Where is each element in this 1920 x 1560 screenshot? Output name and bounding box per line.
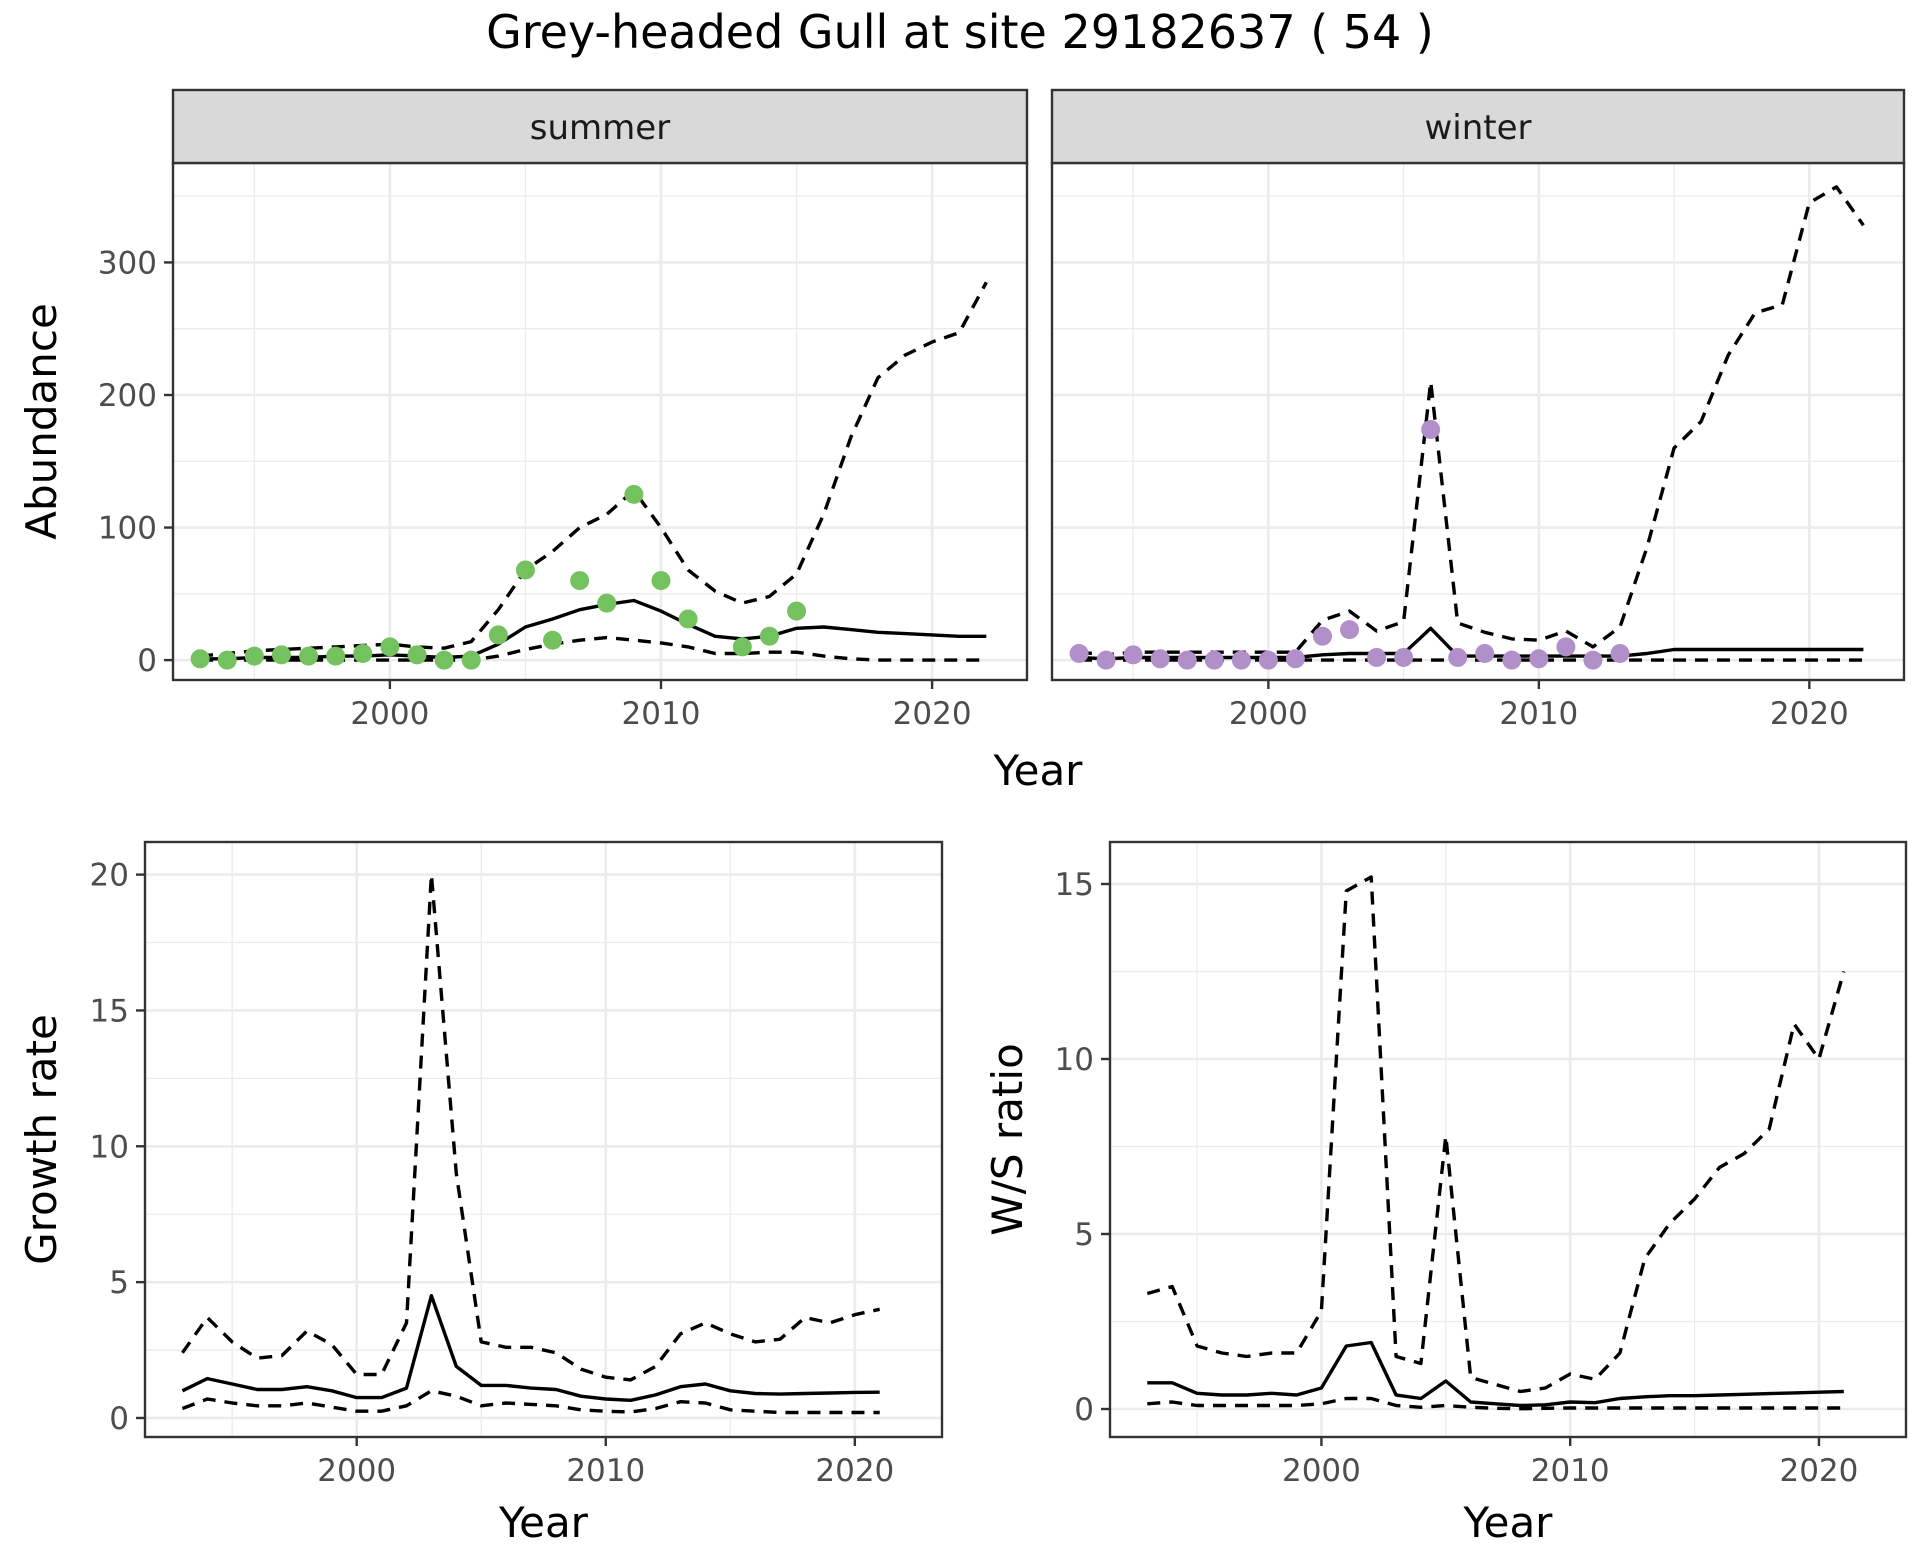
ws-ratio-x-axis-title: Year — [1463, 1498, 1554, 1547]
winter-observed-point — [1529, 649, 1549, 669]
winter-observed-point — [1475, 643, 1495, 663]
summer-observed-point — [570, 571, 590, 591]
winter-observed-point — [1502, 650, 1522, 670]
strip-summer — [171, 88, 1029, 165]
x-tick-label: 2000 — [350, 696, 429, 732]
y-tick-label: 20 — [90, 858, 129, 894]
summer-observed-point — [597, 593, 617, 613]
winter-observed-point — [1285, 649, 1305, 669]
winter-panel-bg — [1052, 163, 1904, 680]
winter-observed-point — [1448, 647, 1468, 667]
summer-observed-point — [271, 645, 291, 665]
x-tick-label: 2020 — [893, 696, 972, 732]
x-tick-label: 2020 — [1770, 696, 1849, 732]
x-tick-label: 2010 — [1531, 1453, 1610, 1489]
x-tick-label: 2010 — [1499, 696, 1578, 732]
winter-observed-point — [1583, 650, 1603, 670]
y-tick-label: 5 — [1074, 1217, 1094, 1253]
y-tick-label: 0 — [109, 1401, 129, 1437]
abundance-y-axis-title: Abundance — [17, 303, 66, 540]
y-tick-label: 100 — [98, 511, 157, 547]
winter-observed-point — [1394, 647, 1414, 667]
winter-observed-point — [1258, 650, 1278, 670]
strip-label-winter: winter — [1424, 108, 1531, 148]
summer-upper-ci-line — [199, 281, 988, 658]
y-tick-label: 15 — [90, 993, 129, 1029]
y-tick-label: 0 — [137, 643, 157, 679]
summer-observed-point — [217, 650, 237, 670]
summer-observed-point — [787, 601, 807, 621]
summer-observed-point — [624, 484, 644, 504]
y-tick-label: 15 — [1055, 867, 1094, 903]
summer-observed-point — [488, 625, 508, 645]
growth-upper-ci-line — [181, 872, 881, 1382]
winter-observed-point — [1150, 649, 1170, 669]
winter-observed-point — [1123, 645, 1143, 665]
abundance-x-axis-title: Year — [993, 746, 1084, 795]
summer-observed-point — [299, 646, 319, 666]
summer-observed-point — [543, 630, 563, 650]
winter-observed-point — [1421, 419, 1441, 439]
y-tick-label: 10 — [90, 1129, 129, 1165]
x-tick-label: 2000 — [1282, 1453, 1361, 1489]
x-tick-label: 2000 — [317, 1453, 396, 1489]
summer-observed-point — [244, 646, 264, 666]
y-tick-label: 5 — [109, 1265, 129, 1301]
winter-observed-point — [1610, 643, 1630, 663]
winter-observed-point — [1096, 650, 1116, 670]
x-tick-label: 2010 — [622, 696, 701, 732]
summer-panel — [171, 161, 1029, 682]
ws-ratio-upper-ci-line — [1146, 875, 1846, 1394]
growth-panel — [143, 840, 944, 1439]
ws-ratio-y-axis-title: W/S ratio — [983, 1043, 1032, 1236]
summer-observed-point — [434, 650, 454, 670]
growth-x-axis-title: Year — [498, 1498, 589, 1547]
y-tick-label: 0 — [1074, 1392, 1094, 1428]
winter-observed-point — [1340, 620, 1360, 640]
summer-observed-point — [678, 609, 698, 629]
summer-observed-point — [461, 650, 481, 670]
ws-ratio-panel-bg — [1110, 842, 1906, 1437]
summer-observed-point — [515, 560, 535, 580]
x-tick-label: 2000 — [1229, 696, 1308, 732]
x-tick-label: 2020 — [1779, 1453, 1858, 1489]
x-tick-label: 2010 — [566, 1453, 645, 1489]
summer-observed-point — [353, 643, 373, 663]
x-tick-label: 2020 — [815, 1453, 894, 1489]
winter-observed-point — [1312, 626, 1332, 646]
winter-upper-ci-line — [1078, 185, 1865, 657]
ws-ratio-lower-ci-line — [1147, 1396, 1844, 1411]
strip-winter — [1050, 88, 1906, 165]
growth-panel-bg — [145, 842, 942, 1437]
winter-observed-point — [1367, 647, 1387, 667]
winter-panel — [1050, 161, 1906, 682]
summer-observed-point — [651, 571, 671, 591]
y-tick-label: 10 — [1055, 1042, 1094, 1078]
ws-ratio-panel-border — [1108, 840, 1908, 1439]
strip-label-summer: summer — [530, 108, 670, 148]
winter-observed-point — [1231, 650, 1251, 670]
winter-observed-point — [1204, 650, 1224, 670]
summer-observed-point — [759, 626, 779, 646]
summer-observed-point — [732, 637, 752, 657]
winter-observed-point — [1069, 643, 1089, 663]
winter-observed-point — [1177, 650, 1197, 670]
winter-observed-point — [1556, 637, 1576, 657]
chart-title: Grey-headed Gull at site 29182637 ( 54 ) — [486, 5, 1434, 59]
summer-observed-point — [407, 645, 427, 665]
summer-observed-point — [190, 649, 210, 669]
ws-ratio-panel — [1108, 840, 1908, 1439]
growth-mean-line — [181, 1294, 880, 1402]
growth-panel-border — [143, 840, 944, 1439]
y-tick-label: 300 — [98, 245, 157, 281]
growth-y-axis-title: Growth rate — [17, 1014, 66, 1265]
summer-observed-point — [380, 637, 400, 657]
y-tick-label: 200 — [98, 378, 157, 414]
growth-lower-ci-line — [181, 1389, 880, 1415]
ws-ratio-mean-line — [1147, 1340, 1844, 1408]
summer-observed-point — [326, 646, 346, 666]
